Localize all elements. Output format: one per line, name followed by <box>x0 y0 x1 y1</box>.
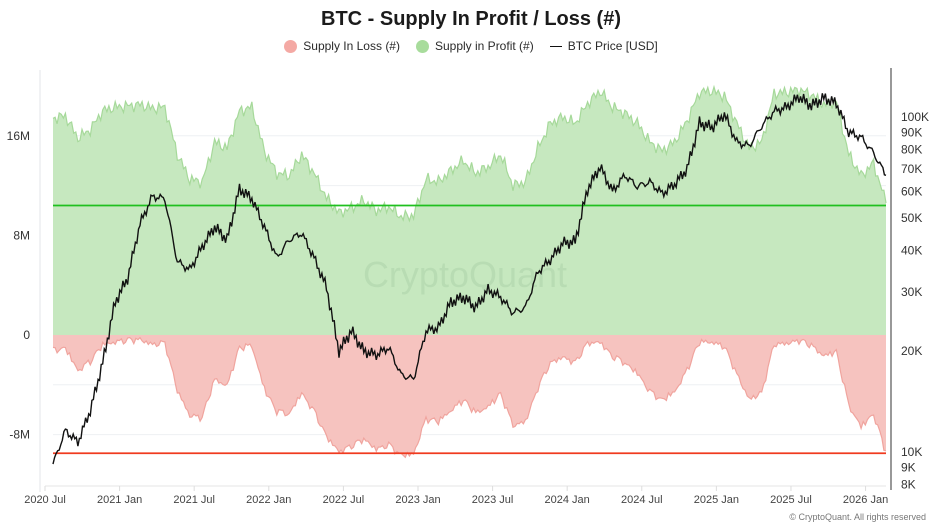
left-axis-tick-label: 0 <box>23 328 30 342</box>
legend-label-loss: Supply In Loss (#) <box>303 39 400 53</box>
left-axis-tick-label: 16M <box>7 129 30 143</box>
x-axis-tick-label: 2020 Jul <box>24 494 66 506</box>
right-axis-tick-label: 9K <box>901 460 916 474</box>
right-axis-tick-label: 80K <box>901 142 922 156</box>
right-axis-tick-label: 8K <box>901 477 916 491</box>
chart-title: BTC - Supply In Profit / Loss (#) <box>321 8 621 30</box>
legend-item-price[interactable]: BTC Price [USD] <box>549 39 658 53</box>
legend-label-price: BTC Price [USD] <box>567 39 658 53</box>
copyright-notice: © CryptoQuant. All rights reserved <box>789 512 926 522</box>
right-axis-tick-label: 70K <box>901 162 922 176</box>
supply-in-profit-line <box>52 84 887 223</box>
supply-in-loss-area <box>53 335 886 458</box>
btc-price-line <box>52 93 887 465</box>
x-axis-tick-label: 2024 Jul <box>621 494 663 506</box>
legend-label-profit: Supply in Profit (#) <box>434 39 534 53</box>
right-axis-tick-label: 10K <box>901 445 922 459</box>
right-axis-tick-label: 90K <box>901 125 922 139</box>
legend-item-loss[interactable]: Supply In Loss (#) <box>284 39 400 53</box>
legend-item-profit[interactable]: Supply in Profit (#) <box>415 39 534 53</box>
x-axis-tick-label: 2023 Jan <box>395 494 440 506</box>
x-axis-tick-label: 2021 Jan <box>97 494 142 506</box>
x-axis-tick-label: 2025 Jan <box>694 494 739 506</box>
left-axis-tick-label: 8M <box>13 228 30 242</box>
x-axis-tick-label: 2024 Jan <box>545 494 590 506</box>
supply-in-profit-area <box>53 86 886 336</box>
right-axis-tick-label: 40K <box>901 243 922 257</box>
legend-swatch-price <box>549 45 562 47</box>
legend-swatch-loss <box>284 39 298 53</box>
right-axis-tick-label: 20K <box>901 344 922 358</box>
x-axis-tick-label: 2025 Jul <box>770 494 812 506</box>
right-axis-tick-label: 50K <box>901 211 922 225</box>
legend-swatch-profit <box>415 39 429 53</box>
right-axis-tick-label: 30K <box>901 285 922 299</box>
x-axis-tick-label: 2026 Jan <box>843 494 888 506</box>
x-axis-tick-label: 2022 Jan <box>246 494 291 506</box>
x-axis-tick-label: 2021 Jul <box>173 494 215 506</box>
right-axis-tick-label: 60K <box>901 184 922 198</box>
left-axis-tick-label: -8M <box>9 428 30 442</box>
right-axis-tick-label: 100K <box>901 110 929 124</box>
legend: Supply In Loss (#) Supply in Profit (#) … <box>0 39 942 53</box>
x-axis-ticks: 2020 Jul 2021 Jan 2021 Jul 2022 Jan 2022 Jul… <box>24 486 888 506</box>
x-axis-tick-label: 2023 Jul <box>472 494 514 506</box>
x-axis-tick-label: 2022 Jul <box>323 494 365 506</box>
left-axis-ticks: 16M 8M 0 -8M <box>7 129 31 442</box>
supply-in-loss-line <box>52 336 887 459</box>
